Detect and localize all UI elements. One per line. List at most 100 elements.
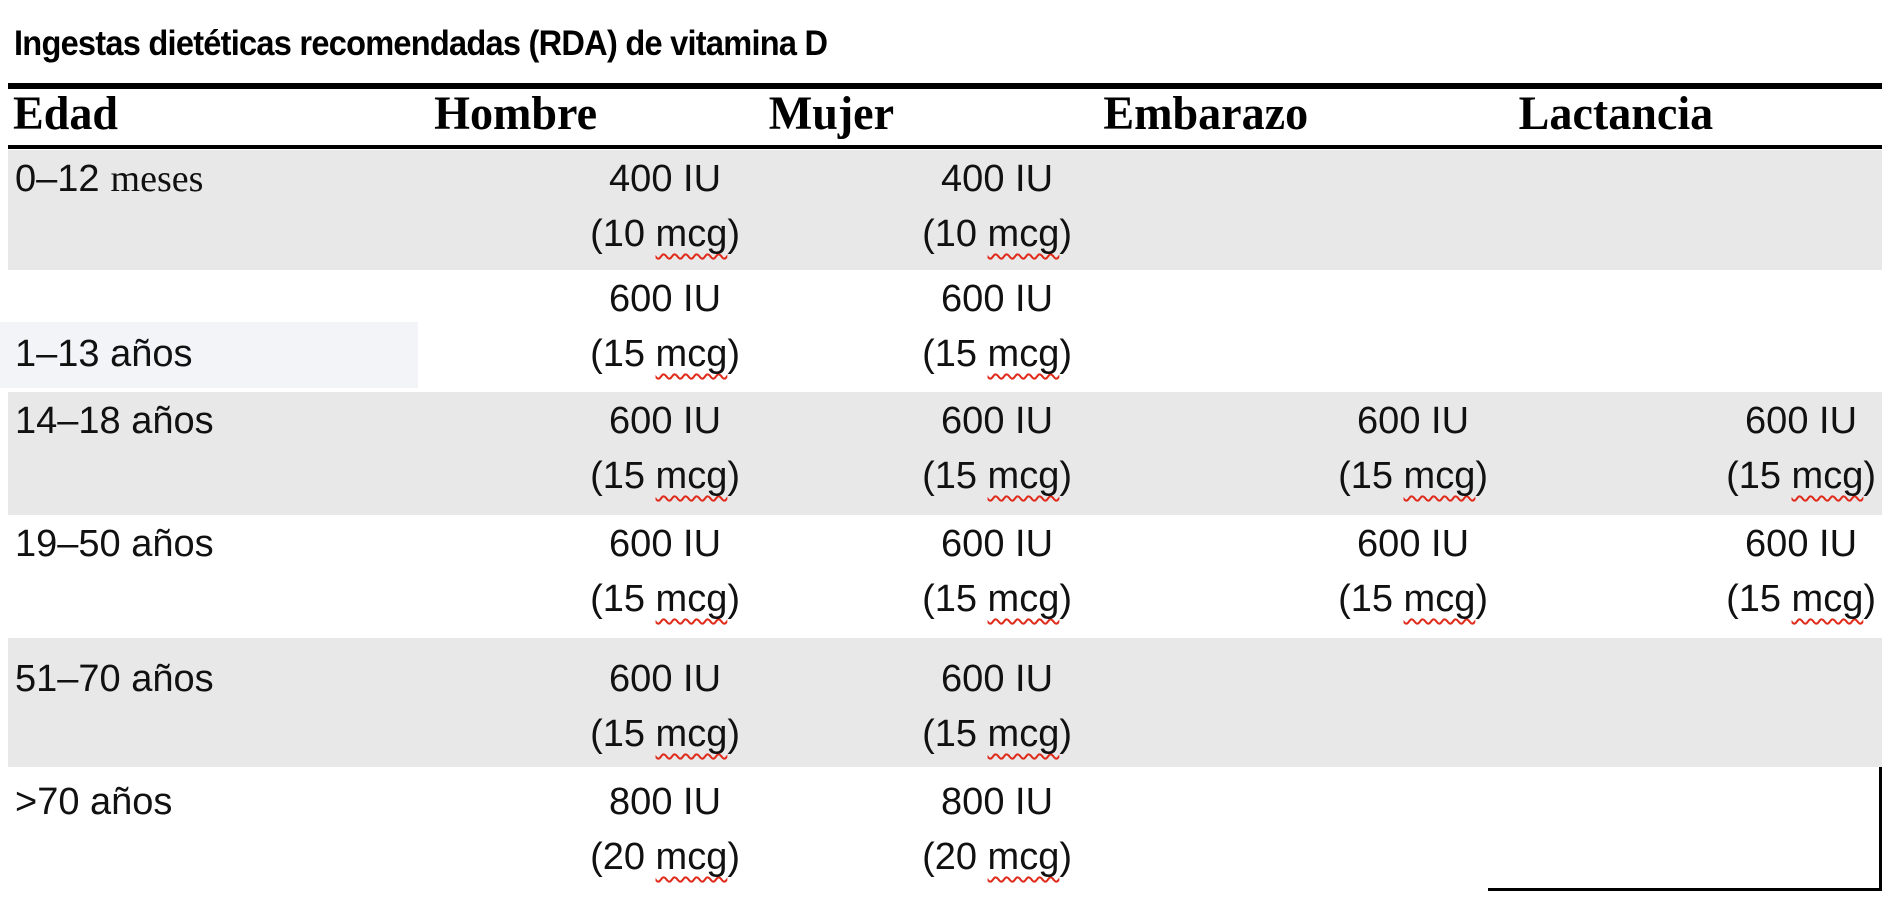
value-cell-hombre: 600 IU (15 mcg): [590, 652, 740, 762]
age-range: 0–12: [15, 158, 100, 200]
table-row: 0–12 meses 400 IU (10 mcg) 400 IU (10 mcg…: [8, 150, 1882, 270]
mcg-close: ): [1863, 578, 1876, 620]
mcg-open: (15: [922, 455, 988, 497]
misspelled-word-mcg: mcg: [655, 455, 728, 497]
mcg-close: ): [1059, 713, 1072, 755]
table-row: 19–50 años 600 IU (15 mcg) 600 IU (15 mc…: [8, 515, 1882, 638]
iu-value: 400 IU: [941, 158, 1054, 200]
mcg-close: ): [1059, 333, 1072, 375]
value-cell-lactancia: 600 IU (15 mcg): [1726, 517, 1876, 627]
value-cell-hombre: 400 IU (10 mcg): [590, 152, 740, 262]
iu-value: 800 IU: [941, 781, 1054, 823]
mcg-value: (15 mcg): [922, 572, 1072, 627]
iu-value: 400 IU: [609, 158, 722, 200]
mcg-value: (10 mcg): [590, 207, 740, 262]
mcg-value: (20 mcg): [922, 830, 1072, 885]
iu-value: 600 IU: [609, 278, 722, 320]
iu-value: 600 IU: [1357, 523, 1470, 565]
age-cell: >70 años: [15, 781, 173, 823]
mcg-value: (10 mcg): [922, 207, 1072, 262]
misspelled-word-mcg: mcg: [1403, 578, 1476, 620]
column-header-mujer: Mujer: [768, 87, 895, 140]
mcg-value: (15 mcg): [1726, 572, 1876, 627]
mcg-open: (15: [1338, 578, 1404, 620]
header-rule: [8, 145, 1882, 149]
mcg-close: ): [1475, 578, 1488, 620]
mcg-close: ): [727, 713, 740, 755]
value-cell-mujer: 400 IU (10 mcg): [922, 152, 1072, 262]
mcg-open: (15: [590, 713, 656, 755]
value-cell-hombre: 600 IU (15 mcg): [590, 517, 740, 627]
mcg-close: ): [1059, 578, 1072, 620]
mcg-close: ): [1863, 455, 1876, 497]
misspelled-word-mcg: mcg: [655, 713, 728, 755]
value-cell-hombre: 600 IU (15 mcg): [590, 272, 740, 382]
age-cell: 19–50 años: [15, 523, 214, 565]
mcg-value: (15 mcg): [590, 327, 740, 382]
mcg-open: (15: [922, 713, 988, 755]
column-header-hombre: Hombre: [434, 87, 598, 140]
value-cell-mujer: 600 IU (15 mcg): [922, 517, 1072, 627]
misspelled-word-mcg: mcg: [655, 836, 728, 878]
iu-value: 800 IU: [609, 781, 722, 823]
mcg-open: (15: [1338, 455, 1404, 497]
iu-value: 600 IU: [609, 523, 722, 565]
misspelled-word-mcg: mcg: [987, 213, 1060, 255]
misspelled-word-mcg: mcg: [987, 455, 1060, 497]
mcg-value: (15 mcg): [922, 449, 1072, 504]
iu-value: 600 IU: [609, 658, 722, 700]
column-header-edad: Edad: [13, 87, 119, 140]
mcg-value: (20 mcg): [590, 830, 740, 885]
value-cell-embarazo: 600 IU (15 mcg): [1338, 394, 1488, 504]
mcg-close: ): [1475, 455, 1488, 497]
mcg-open: (15: [922, 333, 988, 375]
mcg-value: (15 mcg): [590, 449, 740, 504]
age-cell: 51–70 años: [15, 658, 214, 700]
mcg-close: ): [727, 836, 740, 878]
mcg-value: (15 mcg): [922, 707, 1072, 762]
value-cell-mujer: 800 IU (20 mcg): [922, 775, 1072, 885]
mcg-close: ): [727, 578, 740, 620]
mcg-close: ): [1059, 836, 1072, 878]
mcg-close: ): [1059, 455, 1072, 497]
mcg-close: ): [727, 213, 740, 255]
cell-border-fragment: [1488, 767, 1882, 891]
iu-value: 600 IU: [941, 278, 1054, 320]
table-row: >70 años 800 IU (20 mcg) 800 IU (20 mcg): [8, 767, 1882, 890]
iu-value: 600 IU: [941, 658, 1054, 700]
mcg-close: ): [727, 333, 740, 375]
value-cell-hombre: 600 IU (15 mcg): [590, 394, 740, 504]
misspelled-word-mcg: mcg: [987, 333, 1060, 375]
age-cell: 1–13 años: [15, 333, 193, 375]
misspelled-word-mcg: mcg: [987, 836, 1060, 878]
mcg-open: (20: [590, 836, 656, 878]
table-row: 51–70 años 600 IU (15 mcg) 600 IU (15 mc…: [8, 638, 1882, 767]
age-cell: 14–18 años: [15, 400, 214, 442]
mcg-open: (15: [922, 578, 988, 620]
iu-value: 600 IU: [1745, 523, 1858, 565]
misspelled-word-mcg: mcg: [1791, 578, 1864, 620]
value-cell-lactancia: 600 IU (15 mcg): [1726, 394, 1876, 504]
age-unit: meses: [110, 158, 204, 200]
misspelled-word-mcg: mcg: [655, 213, 728, 255]
mcg-open: (20: [922, 836, 988, 878]
mcg-open: (10: [590, 213, 656, 255]
mcg-value: (15 mcg): [1726, 449, 1876, 504]
mcg-close: ): [1059, 213, 1072, 255]
value-cell-mujer: 600 IU (15 mcg): [922, 272, 1072, 382]
value-cell-embarazo: 600 IU (15 mcg): [1338, 517, 1488, 627]
value-cell-mujer: 600 IU (15 mcg): [922, 394, 1072, 504]
misspelled-word-mcg: mcg: [1403, 455, 1476, 497]
mcg-value: (15 mcg): [590, 707, 740, 762]
iu-value: 600 IU: [941, 523, 1054, 565]
misspelled-word-mcg: mcg: [655, 333, 728, 375]
mcg-open: (15: [590, 455, 656, 497]
mcg-open: (15: [590, 333, 656, 375]
mcg-value: (15 mcg): [1338, 449, 1488, 504]
value-cell-hombre: 800 IU (20 mcg): [590, 775, 740, 885]
column-header-lactancia: Lactancia: [1518, 87, 1714, 140]
misspelled-word-mcg: mcg: [987, 713, 1060, 755]
table-row: 14–18 años 600 IU (15 mcg) 600 IU (15 mc…: [8, 392, 1882, 515]
iu-value: 600 IU: [941, 400, 1054, 442]
